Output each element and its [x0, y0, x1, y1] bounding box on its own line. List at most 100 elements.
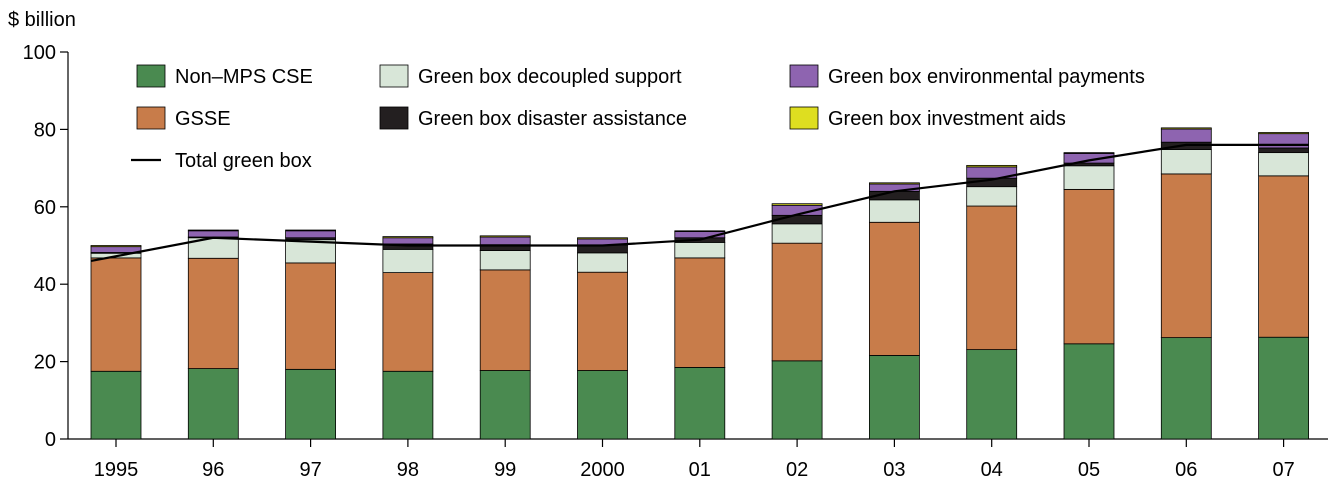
- y-tick-label: 100: [23, 42, 56, 64]
- bar-segment-series-1: [771, 242, 823, 362]
- bar-segment-series-5: [1258, 132, 1309, 135]
- x-tick-label: 03: [883, 459, 905, 480]
- bar-stack-02: [771, 203, 823, 440]
- legend-label: Green box environmental payments: [828, 66, 1145, 88]
- bar-stack-05: [1063, 152, 1115, 440]
- bar-segment-series-2: [1160, 149, 1212, 175]
- x-tick-label: 96: [202, 459, 224, 480]
- legend-label: Green box investment aids: [828, 108, 1066, 130]
- bar-segment-series-0: [1258, 336, 1309, 440]
- bar-segment-series-0: [187, 368, 239, 440]
- y-tick-label: 20: [34, 352, 56, 374]
- y-tick-label: 0: [45, 429, 56, 451]
- bar-segment-series-5: [771, 203, 823, 206]
- bar-segment-series-5: [90, 245, 142, 248]
- bar-segment-series-0: [285, 368, 337, 440]
- legend-label: Green box decoupled support: [418, 66, 682, 88]
- bar-segment-series-0: [90, 370, 142, 440]
- bar-segment-series-2: [382, 248, 434, 273]
- bar-segment-series-2: [771, 223, 823, 244]
- bar-stack-04: [966, 164, 1018, 440]
- bar-segment-series-1: [382, 272, 434, 372]
- x-tick-label: 1995: [94, 459, 139, 480]
- bar-segment-series-2: [577, 252, 628, 273]
- bar-stack-99: [479, 235, 531, 440]
- bar-segment-series-5: [1160, 127, 1212, 130]
- bar-segment-series-4: [187, 230, 239, 238]
- legend-label: Non–MPS CSE: [175, 66, 313, 88]
- bar-segment-series-0: [674, 367, 726, 440]
- x-tick-label: 98: [397, 459, 419, 480]
- bar-stack-07: [1258, 132, 1309, 440]
- bar-segment-series-1: [1063, 188, 1115, 345]
- bar-segment-series-4: [479, 236, 531, 246]
- bar-segment-series-0: [577, 370, 628, 440]
- bar-segment-series-0: [1160, 337, 1212, 440]
- legend-swatch: [789, 64, 819, 88]
- bar-stack-97: [285, 229, 337, 440]
- legend-swatch: [789, 106, 819, 130]
- bar-segment-series-4: [90, 246, 142, 253]
- bar-segment-series-0: [966, 349, 1018, 440]
- bar-segment-series-1: [479, 269, 531, 371]
- legend-swatch: [136, 64, 166, 88]
- total-green-box-line-group: [90, 143, 1309, 263]
- y-axis: 0 20 40 60 80 100: [23, 42, 69, 451]
- legend-label: Total green box: [175, 150, 312, 172]
- x-tick-label: 01: [689, 459, 711, 480]
- bar-segment-series-1: [187, 257, 239, 369]
- x-tick-label: 99: [494, 459, 516, 480]
- bar-segment-series-5: [1063, 152, 1115, 154]
- bar-segment-series-0: [869, 355, 920, 440]
- bar-segment-series-5: [869, 182, 920, 185]
- y-tick-label: 80: [34, 119, 56, 141]
- bar-segment-series-5: [674, 230, 726, 232]
- legend-label: Green box disaster assistance: [418, 108, 687, 130]
- legend-item-series-0: Non–MPS CSE: [136, 64, 313, 88]
- bar-segment-series-4: [382, 237, 434, 245]
- bar-segment-series-2: [1258, 152, 1309, 177]
- legend-swatch: [379, 106, 409, 130]
- bar-segment-series-5: [966, 164, 1018, 168]
- x-tick-label: 2000: [580, 459, 625, 480]
- legend-item-total-green-box: Total green box: [131, 150, 312, 172]
- y-tick-label: 60: [34, 197, 56, 219]
- bar-segment-series-0: [1063, 343, 1115, 440]
- bar-segment-series-5: [382, 236, 434, 239]
- bar-segment-series-2: [674, 242, 726, 259]
- bar-segment-series-1: [966, 205, 1018, 351]
- y-tick-label: 40: [34, 274, 56, 296]
- bar-segment-series-2: [1063, 165, 1115, 190]
- bar-segment-series-1: [674, 257, 726, 368]
- legend-item-series-5: Green box investment aids: [789, 106, 1066, 130]
- legend-item-series-1: GSSE: [136, 106, 231, 130]
- legend-label: GSSE: [175, 108, 231, 130]
- bar-stack-1995: [90, 245, 142, 440]
- bar-segment-series-1: [1258, 175, 1309, 338]
- bar-segment-series-2: [479, 250, 531, 271]
- legend-item-series-2: Green box decoupled support: [379, 64, 682, 88]
- bar-segment-series-0: [771, 360, 823, 440]
- bar-segment-series-2: [869, 199, 920, 223]
- bar-segment-series-1: [869, 221, 920, 356]
- bar-stack-96: [187, 229, 239, 440]
- bar-stack-03: [869, 182, 920, 440]
- bar-segment-series-5: [187, 229, 239, 232]
- bar-segment-series-0: [382, 370, 434, 440]
- bar-stack-06: [1160, 127, 1212, 440]
- legend-item-series-3: Green box disaster assistance: [379, 106, 687, 130]
- legend-swatch: [136, 106, 166, 130]
- bar-stack-2000: [577, 237, 628, 440]
- legend-item-series-4: Green box environmental payments: [789, 64, 1145, 88]
- bar-segment-series-5: [285, 229, 337, 232]
- x-tick-label: 07: [1272, 459, 1294, 480]
- bar-segment-series-5: [577, 237, 628, 240]
- bar-segment-series-1: [90, 257, 142, 372]
- y-axis-label: $ billion: [8, 9, 76, 31]
- bar-stack-98: [382, 236, 434, 440]
- bar-segment-series-5: [479, 235, 531, 238]
- bar-stack-01: [674, 230, 726, 440]
- bar-segment-series-1: [285, 262, 337, 370]
- bar-segment-series-1: [577, 271, 628, 371]
